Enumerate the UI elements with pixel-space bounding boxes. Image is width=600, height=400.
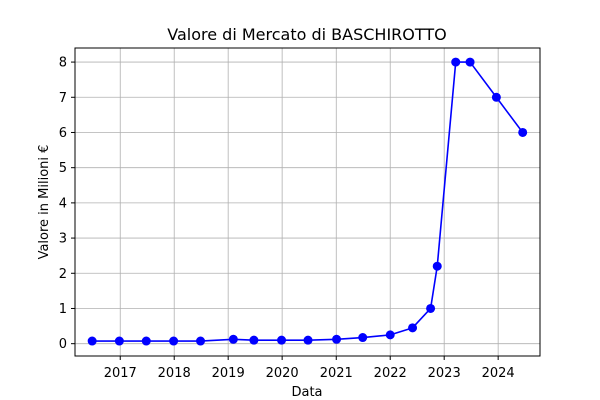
y-axis-ticks: 0 1 2 3 4 5 6 7 8 <box>59 56 75 352</box>
grid <box>75 48 540 356</box>
data-point <box>491 92 501 102</box>
series-line <box>92 61 524 342</box>
y-tick-label: 2 <box>59 267 67 282</box>
chart-title: Valore di Mercato di BASCHIROTTO <box>167 25 446 44</box>
data-point <box>465 57 475 67</box>
data-point <box>277 335 287 345</box>
data-point <box>249 335 259 345</box>
data-point <box>141 336 151 346</box>
data-point <box>426 303 436 313</box>
x-axis-label: Data <box>291 385 322 400</box>
data-point <box>451 57 461 67</box>
data-point <box>408 323 418 333</box>
y-tick-label: 3 <box>59 232 67 247</box>
x-tick-label: 2024 <box>482 366 515 381</box>
x-tick-label: 2020 <box>266 366 299 381</box>
plot-frame <box>74 47 541 357</box>
y-axis-label: Valore in Milioni € <box>37 145 52 260</box>
data-point <box>385 330 395 340</box>
x-tick-label: 2019 <box>212 366 245 381</box>
y-tick-label: 0 <box>59 337 67 352</box>
x-tick-label: 2018 <box>158 366 191 381</box>
series-layer <box>87 57 528 346</box>
data-point <box>228 334 238 344</box>
data-point <box>169 336 179 346</box>
x-axis-ticks: 2017 2018 2019 2020 2021 2022 2023 2024 <box>104 356 515 381</box>
y-tick-label: 6 <box>59 126 67 141</box>
x-tick-label: 2023 <box>428 366 461 381</box>
x-tick-label: 2021 <box>320 366 353 381</box>
x-tick-label: 2017 <box>104 366 137 381</box>
data-point <box>114 336 124 346</box>
y-tick-label: 7 <box>59 91 67 106</box>
y-tick-label: 5 <box>59 161 67 176</box>
data-point <box>358 333 368 343</box>
y-tick-label: 8 <box>59 56 67 71</box>
data-point <box>518 127 528 137</box>
data-point <box>332 334 342 344</box>
data-point <box>303 335 313 345</box>
data-point <box>196 336 206 346</box>
y-tick-label: 1 <box>59 302 67 317</box>
y-tick-label: 4 <box>59 196 67 211</box>
data-point <box>432 261 442 271</box>
x-tick-label: 2022 <box>374 366 407 381</box>
data-point <box>87 336 97 346</box>
